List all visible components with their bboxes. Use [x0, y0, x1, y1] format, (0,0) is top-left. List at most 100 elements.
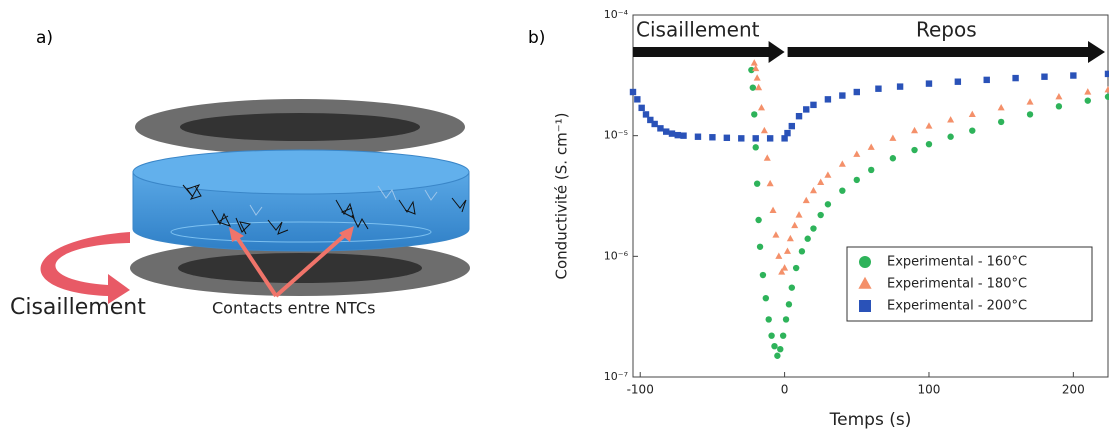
point [1070, 72, 1076, 78]
x-tick-label: 100 [918, 383, 941, 397]
point [638, 105, 644, 111]
point [767, 180, 774, 186]
phase-label: Cisaillement [636, 18, 760, 42]
phase-arrowhead [769, 41, 785, 63]
point [853, 151, 860, 157]
y-axis-label: Conductivité (S. cm⁻¹) [553, 113, 571, 280]
point [839, 92, 845, 98]
point [724, 135, 730, 141]
point [854, 177, 860, 183]
legend-label: Experimental - 180°C [887, 277, 1027, 292]
point [755, 84, 762, 90]
point [839, 187, 845, 193]
phase-arrowhead [1088, 41, 1105, 63]
phase-bar [788, 47, 1089, 57]
point [810, 102, 816, 108]
point [787, 235, 794, 241]
point [761, 127, 768, 133]
point [663, 128, 669, 134]
point [839, 160, 846, 166]
point [955, 79, 961, 85]
point [753, 144, 759, 150]
point [803, 197, 810, 203]
legend-marker [859, 300, 871, 312]
point [751, 59, 758, 65]
point [911, 147, 917, 153]
point [766, 316, 772, 322]
point [1104, 86, 1109, 92]
point [810, 225, 816, 231]
point [803, 106, 809, 112]
point [784, 247, 791, 253]
point [1027, 111, 1033, 117]
shear-label: Cisaillement [10, 295, 146, 320]
point [783, 316, 789, 322]
point [757, 244, 763, 250]
point [796, 211, 803, 217]
point [781, 264, 788, 270]
point [825, 96, 831, 102]
point [786, 301, 792, 307]
point [784, 130, 790, 136]
point [789, 123, 795, 129]
top-plate-inner [180, 113, 420, 141]
point [810, 187, 817, 193]
point [947, 134, 953, 140]
point [789, 284, 795, 290]
point [760, 272, 766, 278]
point [998, 119, 1004, 125]
legend-label: Experimental - 200°C [887, 299, 1027, 314]
point [911, 127, 918, 133]
point [657, 125, 663, 131]
point [774, 353, 780, 359]
x-tick-label: 0 [781, 383, 789, 397]
point [796, 113, 802, 119]
point [1055, 93, 1062, 99]
point [764, 154, 771, 160]
point [763, 295, 769, 301]
point [630, 89, 636, 95]
point [875, 86, 881, 92]
point [1041, 74, 1047, 80]
point [825, 201, 831, 207]
point [897, 83, 903, 89]
point [1105, 94, 1109, 100]
contacts-label: Contacts entre NTCs [212, 299, 375, 318]
point [1085, 97, 1091, 103]
sample-top [133, 150, 469, 194]
point [969, 111, 976, 117]
legend-marker [859, 256, 871, 268]
point [824, 171, 831, 177]
point [738, 135, 744, 141]
x-axis-label: Temps (s) [829, 410, 912, 430]
point [750, 84, 756, 90]
point [1012, 75, 1018, 81]
point [753, 135, 759, 141]
point [969, 127, 975, 133]
point [772, 231, 779, 237]
point [854, 89, 860, 95]
x-tick-label: 200 [1062, 383, 1085, 397]
point [680, 132, 686, 138]
x-tick-label: -100 [627, 383, 654, 397]
point [669, 130, 675, 136]
point [1056, 103, 1062, 109]
point [799, 248, 805, 254]
point [777, 346, 783, 352]
point [643, 111, 649, 117]
point [780, 332, 786, 338]
point [984, 77, 990, 83]
point [926, 141, 932, 147]
point [1105, 71, 1109, 77]
point [754, 74, 761, 80]
shear-arrow [41, 232, 130, 304]
point [868, 144, 875, 150]
point [634, 96, 640, 102]
point [755, 217, 761, 223]
diagram: a) Cisaillement Contacts entre NTCs [10, 28, 470, 320]
plot-frame [633, 15, 1108, 377]
panel-label: a) [36, 28, 53, 48]
panel-label: b) [528, 28, 545, 48]
point [868, 167, 874, 173]
